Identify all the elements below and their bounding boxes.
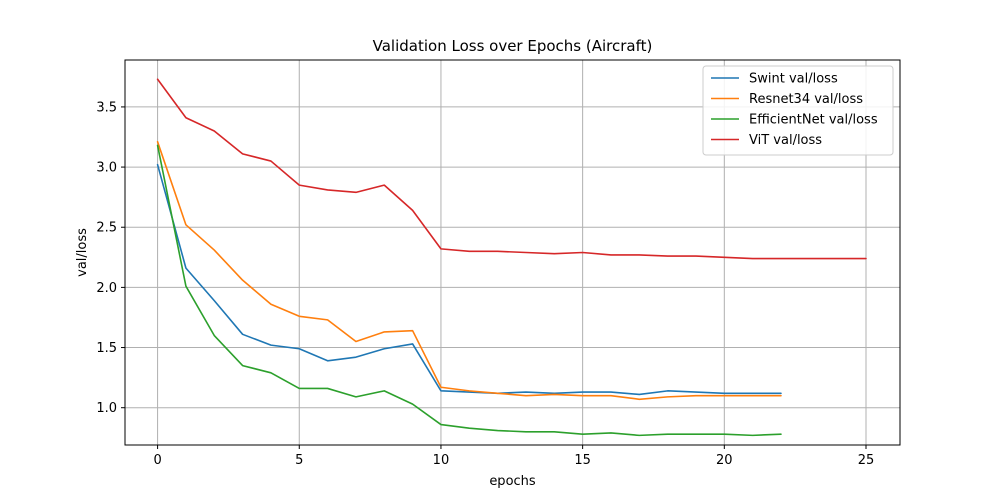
series-line-3	[156, 144, 782, 437]
legend-label: ViT val/loss	[749, 133, 822, 148]
legend: Swint val/loss Resnet34 val/loss Efficient…	[702, 65, 894, 156]
x-tick-label: 10	[433, 453, 450, 468]
y-tick-label: 2.5	[96, 221, 117, 236]
y-tick-label: 1.0	[96, 401, 117, 416]
x-tick-label: 5	[295, 453, 303, 468]
chart-title: Validation Loss over Epochs (Aircraft)	[373, 37, 653, 55]
x-tick-label: 20	[716, 453, 733, 468]
x-tick-label: 0	[153, 453, 161, 468]
y-axis-label: val/loss	[75, 228, 90, 277]
series-line-1	[156, 163, 782, 396]
y-tick-label: 2.0	[96, 281, 117, 296]
legend-label: EfficientNet val/loss	[749, 113, 878, 128]
y-tick-label: 3.5	[96, 100, 117, 115]
x-tick-label: 15	[574, 453, 591, 468]
x-tick-label: 25	[858, 453, 875, 468]
legend-box	[702, 65, 894, 156]
y-tick-label: 3.0	[96, 161, 117, 176]
series-line-2	[156, 141, 782, 401]
y-tick-label: 1.5	[96, 341, 117, 356]
series-line-4	[156, 78, 867, 260]
plot-frame	[124, 59, 901, 446]
series-group	[156, 78, 867, 437]
grid	[125, 60, 900, 445]
x-axis-label: epochs	[489, 474, 536, 489]
legend-label: Swint val/loss	[749, 72, 838, 87]
legend-label: Resnet34 val/loss	[749, 92, 863, 107]
axis-ticks: 0 5 10 15 20 25 1.0 1.5 2.0 2.5 3.0 3.5	[96, 100, 874, 468]
